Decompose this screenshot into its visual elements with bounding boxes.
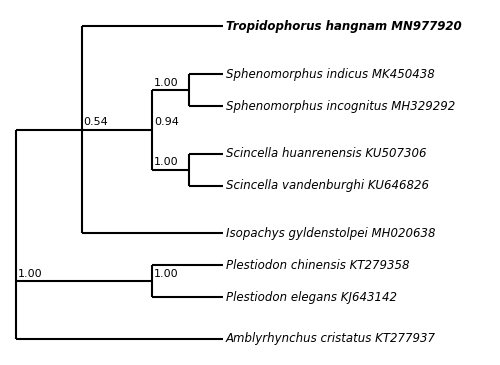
Text: 0.54: 0.54 (84, 118, 108, 127)
Text: 1.00: 1.00 (154, 78, 179, 88)
Text: Plestiodon chinensis KT279358: Plestiodon chinensis KT279358 (226, 259, 409, 272)
Text: 1.00: 1.00 (18, 269, 43, 278)
Text: Isopachys gyldenstolpei MH020638: Isopachys gyldenstolpei MH020638 (226, 227, 435, 240)
Text: 1.00: 1.00 (154, 157, 179, 167)
Text: Tropidophorus hangnam MN977920: Tropidophorus hangnam MN977920 (226, 20, 461, 33)
Text: 0.94: 0.94 (154, 118, 179, 127)
Text: Plestiodon elegans KJ643142: Plestiodon elegans KJ643142 (226, 291, 396, 304)
Text: Sphenomorphus incognitus MH329292: Sphenomorphus incognitus MH329292 (226, 100, 455, 112)
Text: 1.00: 1.00 (154, 269, 179, 278)
Text: Scincella huanrenensis KU507306: Scincella huanrenensis KU507306 (226, 147, 426, 160)
Text: Sphenomorphus indicus MK450438: Sphenomorphus indicus MK450438 (226, 68, 434, 81)
Text: Amblyrhynchus cristatus KT277937: Amblyrhynchus cristatus KT277937 (226, 332, 436, 345)
Text: Scincella vandenburghi KU646826: Scincella vandenburghi KU646826 (226, 179, 428, 192)
